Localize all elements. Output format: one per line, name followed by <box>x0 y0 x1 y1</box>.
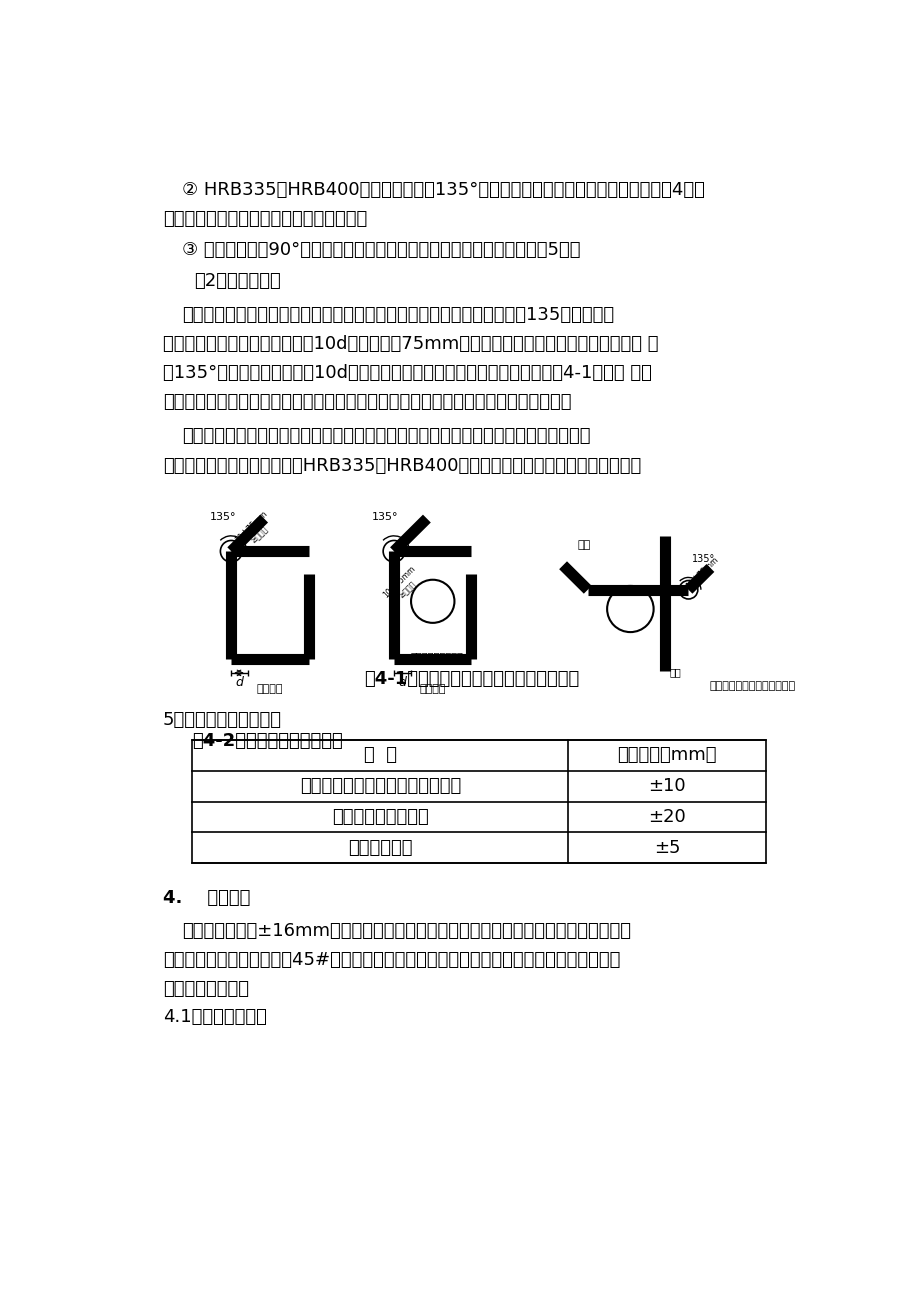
Text: 质量和工程进度。: 质量和工程进度。 <box>163 980 249 999</box>
Text: 弯起钢筋的弯折位置: 弯起钢筋的弯折位置 <box>332 809 428 825</box>
Text: 弯钩的弯后平直部分长度应符合设计要求；: 弯钩的弯后平直部分长度应符合设计要求； <box>163 210 367 228</box>
Text: 10d,75mm: 10d,75mm <box>392 518 428 553</box>
Text: 10d,75mm: 10d,75mm <box>684 555 720 591</box>
Text: 成135°弯钩仍需保证平直段10d。梁、柱、剪力墙箍筋和拉筋的弯钩构造如图4-1所示。 要求: 成135°弯钩仍需保证平直段10d。梁、柱、剪力墙箍筋和拉筋的弯钩构造如图4-1… <box>163 365 652 383</box>
Text: 接触绑扎搭接的纵筋: 接触绑扎搭接的纵筋 <box>410 651 462 661</box>
Text: 拉筋紧靠纵向钢筋并勾住箍筋: 拉筋紧靠纵向钢筋并勾住箍筋 <box>709 681 795 690</box>
Text: 封闭箍筋: 封闭箍筋 <box>256 684 283 694</box>
Text: 弯曲成型采用钢筋弯曲机和手动弯曲工具配合进行，弯曲后钢筋平面上不得有翘曲不平: 弯曲成型采用钢筋弯曲机和手动弯曲工具配合进行，弯曲后钢筋平面上不得有翘曲不平 <box>181 427 589 445</box>
Text: 现象，弯曲点处不得有裂纹。HRB335、HRB400级钢筋不能反复弯折，只能一次成型。: 现象，弯曲点处不得有裂纹。HRB335、HRB400级钢筋不能反复弯折，只能一次… <box>163 457 641 474</box>
Text: 135°: 135° <box>372 512 398 522</box>
Text: 受力钢筋顺长度方向全长的净尺寸: 受力钢筋顺长度方向全长的净尺寸 <box>300 777 460 796</box>
Text: 4.    机械连接: 4. 机械连接 <box>163 889 250 907</box>
Text: 图4-1梁、柱、剪力墙箍筋和拉筋弯钩构造: 图4-1梁、柱、剪力墙箍筋和拉筋弯钩构造 <box>364 669 578 687</box>
Text: 10d,75mm
≥箍筋宽: 10d,75mm ≥箍筋宽 <box>233 509 277 552</box>
Text: 135°: 135° <box>692 555 715 564</box>
Text: ③ 钢筋作不大于90°的弯折时，弯折处的弯弧内直径不应小于钢筋直径的5倍；: ③ 钢筋作不大于90°的弯折时，弯折处的弯弧内直径不应小于钢筋直径的5倍； <box>181 241 580 259</box>
Text: 加工厂在每种箍筋加工前，先做一样品，尺寸、弯曲直径等检查合格后，再成批加工。: 加工厂在每种箍筋加工前，先做一样品，尺寸、弯曲直径等检查合格后，再成批加工。 <box>163 393 571 411</box>
Bar <box>192 740 766 863</box>
Text: （2）箍筋、拉钩: （2）箍筋、拉钩 <box>194 272 280 290</box>
Text: 10d,75mm
≥箍筋宽: 10d,75mm ≥箍筋宽 <box>381 564 425 608</box>
Text: 拉筋: 拉筋 <box>576 540 590 549</box>
Text: 接头，所用的连接套筒采用45#优质碳素结构钢，加工尺寸精准，质量可靠，确保钢筋的连接: 接头，所用的连接套筒采用45#优质碳素结构钢，加工尺寸精准，质量可靠，确保钢筋的… <box>163 950 619 969</box>
Text: 折的弯后平直部分长度不应小于10d，且不小于75mm；拉钩要求同箍筋，在现场绑扎后手工 弯: 折的弯后平直部分长度不应小于10d，且不小于75mm；拉钩要求同箍筋，在现场绑扎… <box>163 335 658 353</box>
Text: ±5: ±5 <box>653 838 679 857</box>
Text: 表4-2钢筋加工的允许偏差表: 表4-2钢筋加工的允许偏差表 <box>192 732 343 750</box>
Text: 箍筋内净尺寸: 箍筋内净尺寸 <box>347 838 412 857</box>
Text: d: d <box>235 676 243 689</box>
Text: 4.1直螺纹丝头加工: 4.1直螺纹丝头加工 <box>163 1008 267 1026</box>
Text: ±20: ±20 <box>648 809 686 825</box>
Text: 项  目: 项 目 <box>363 746 396 764</box>
Text: 本工程梁、柱、剪力墙结构有抗震要求，梁、柱封闭箍筋及剪力墙拉筋作135。弯折，弯: 本工程梁、柱、剪力墙结构有抗震要求，梁、柱封闭箍筋及剪力墙拉筋作135。弯折，弯 <box>181 306 613 324</box>
Text: 135°: 135° <box>210 512 236 522</box>
Text: 允许偏差（mm）: 允许偏差（mm） <box>617 746 716 764</box>
Text: ±10: ±10 <box>648 777 686 796</box>
Text: 本工程对于直径±16mm的水平受力钢筋采用直螺纹套筒连接，接头选用剥肋滚压直螺纹: 本工程对于直径±16mm的水平受力钢筋采用直螺纹套筒连接，接头选用剥肋滚压直螺纹 <box>181 922 630 940</box>
Text: 5）钢筋加工的允许偏差: 5）钢筋加工的允许偏差 <box>163 711 282 729</box>
Text: 封闭: 封闭 <box>668 667 680 677</box>
Text: d: d <box>398 676 406 689</box>
Text: 封闭箍筋: 封闭箍筋 <box>419 684 446 694</box>
Text: ② HRB335、HRB400级钢筋末端需作135°弯钩时，弯弧内直径不应小于钢筋直径的4倍，: ② HRB335、HRB400级钢筋末端需作135°弯钩时，弯弧内直径不应小于钢… <box>181 181 704 199</box>
